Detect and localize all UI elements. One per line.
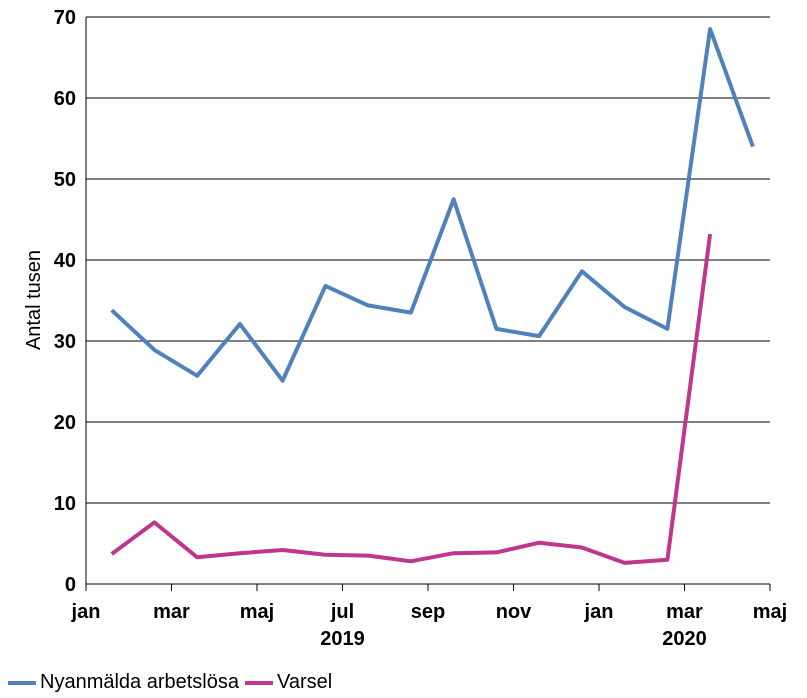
x-tick-label: jul bbox=[330, 601, 354, 623]
x-year-label: 2019 bbox=[320, 628, 365, 650]
y-tick-label: 60 bbox=[54, 88, 76, 110]
x-tick-label: maj bbox=[753, 601, 787, 623]
y-tick-label: 10 bbox=[54, 493, 76, 515]
y-tick-label: 20 bbox=[54, 412, 76, 434]
x-tick-label: sep bbox=[411, 601, 445, 623]
legend-item-nyanmalda: Nyanmälda arbetslösa bbox=[8, 671, 239, 694]
legend-label-varsel: Varsel bbox=[277, 671, 333, 693]
y-tick-label: 0 bbox=[65, 574, 76, 596]
x-tick-label: nov bbox=[496, 601, 532, 623]
y-tick-label: 50 bbox=[54, 169, 76, 191]
x-tick-label: maj bbox=[240, 601, 274, 623]
x-tick-label: mar bbox=[666, 601, 703, 623]
legend-swatch-varsel bbox=[245, 680, 273, 685]
series-line-1 bbox=[110, 233, 713, 565]
x-tick-label: mar bbox=[153, 601, 190, 623]
legend-label-nyanmalda: Nyanmälda arbetslösa bbox=[40, 671, 239, 693]
x-tick-label: jan bbox=[71, 601, 101, 623]
y-tick-label: 40 bbox=[54, 250, 76, 272]
line-chart: 0 10 20 30 40 50 60 70 jan mar maj jul sep nov jan mar… bbox=[23, 7, 787, 650]
y-tick-label: 30 bbox=[54, 331, 76, 353]
gridlines bbox=[86, 16, 770, 504]
legend: Nyanmälda arbetslösa Varsel bbox=[8, 671, 338, 694]
y-axis-label: Antal tusen bbox=[23, 250, 45, 350]
y-axis: 0 10 20 30 40 50 60 70 bbox=[54, 7, 87, 596]
x-axis: jan mar maj jul sep nov jan mar maj 2019 2020 bbox=[71, 583, 787, 650]
series-line-0 bbox=[110, 27, 755, 383]
x-tick-label: jan bbox=[584, 601, 614, 623]
y-tick-label: 70 bbox=[54, 7, 76, 29]
legend-swatch-nyanmalda bbox=[8, 680, 36, 685]
legend-item-varsel: Varsel bbox=[245, 671, 332, 694]
x-year-label: 2020 bbox=[662, 628, 707, 650]
series-lines bbox=[110, 27, 755, 565]
